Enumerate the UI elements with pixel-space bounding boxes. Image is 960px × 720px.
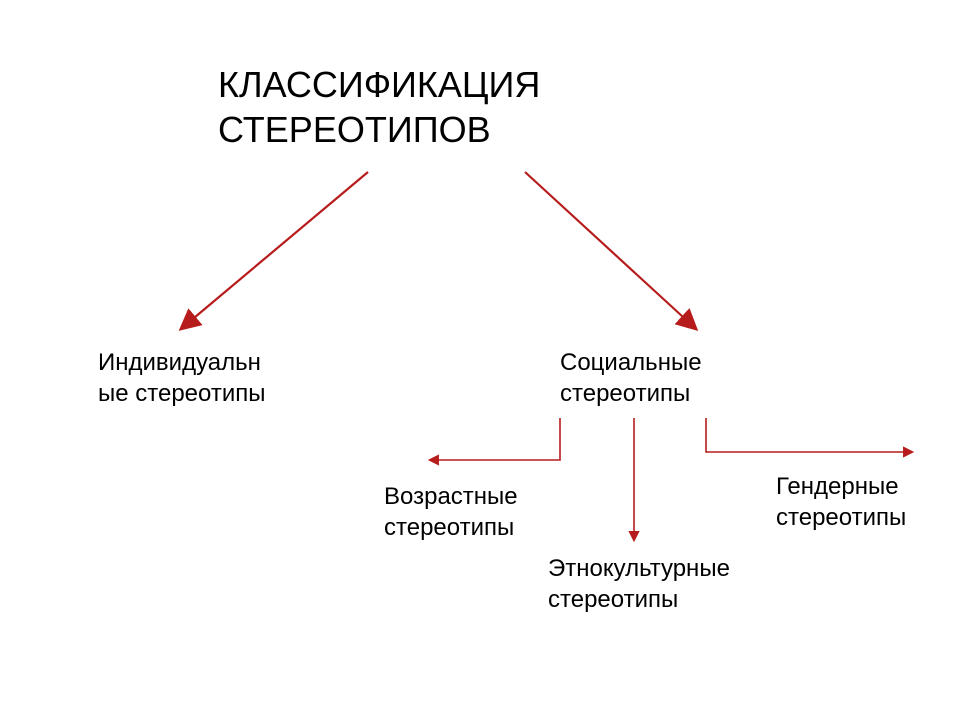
node-age-line2: стереотипы [384, 513, 514, 543]
node-social-line2: стереотипы [560, 379, 690, 409]
node-social-line1: Социальные [560, 348, 702, 378]
node-age-line1: Возрастные [384, 482, 518, 512]
node-gender-line1: Гендерные [776, 472, 899, 502]
node-ethno-line1: Этнокультурные [548, 554, 730, 584]
title-line1: КЛАССИФИКАЦИЯ [218, 62, 540, 107]
node-individual-line1: Индивидуальн [98, 348, 261, 378]
title-line2: СТЕРЕОТИПОВ [218, 107, 491, 152]
node-gender-line2: стереотипы [776, 503, 906, 533]
node-ethno-line2: стереотипы [548, 585, 678, 615]
node-individual-line2: ые стереотипы [98, 379, 266, 409]
